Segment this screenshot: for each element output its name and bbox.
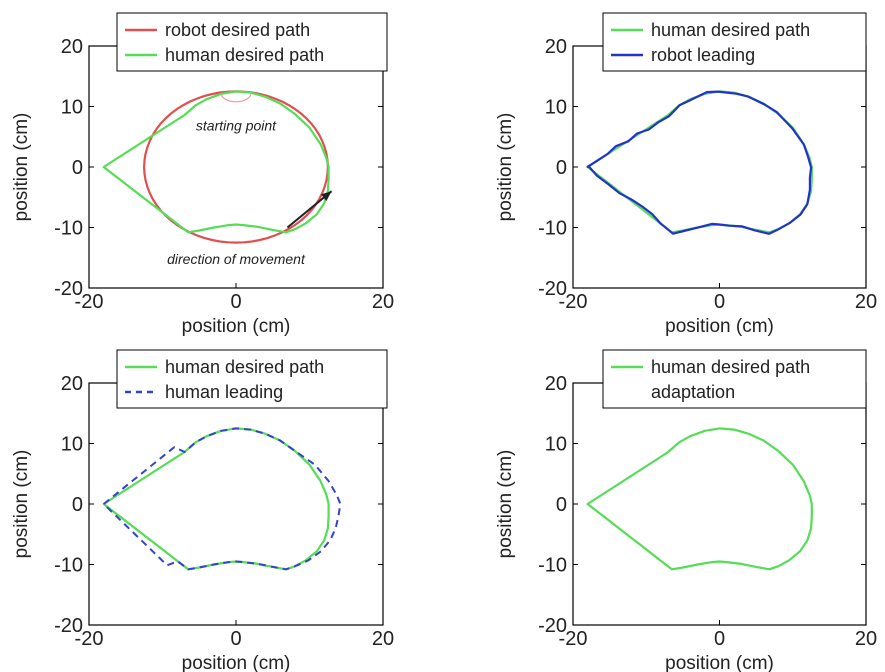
legend-label: human desired path [165,357,324,377]
x-axis-label: position (cm) [182,316,291,337]
x-tick-label: -20 [75,628,104,650]
y-tick-label: 0 [72,157,83,179]
x-axis-label: position (cm) [665,316,774,337]
x-tick-label: 0 [714,628,725,650]
direction-arrow-head [321,191,332,201]
y-tick-label: 10 [545,97,567,119]
plot-area-frame [572,45,867,289]
legend: human desired path robot leading [602,12,867,72]
annotation-direction-of-movement: direction of movement [167,251,306,267]
x-tick-label: 0 [230,628,241,650]
legend-frame [602,349,867,409]
plot-area-frame [88,382,384,626]
y-axis-label: position (cm) [11,450,32,559]
x-tick-label: 20 [855,628,877,650]
y-tick-label: 10 [61,434,83,456]
legend-label: human desired path [651,20,810,40]
y-axis-label: position (cm) [495,113,516,222]
x-tick-label: -20 [559,628,588,650]
y-tick-label: 0 [72,494,83,516]
x-tick-label: 20 [855,291,877,313]
plot-area-frame [572,382,867,626]
y-tick-label: -20 [54,615,83,637]
legend-frame [116,12,388,72]
y-tick-label: 20 [61,373,83,395]
legend: robot desired path human desired path [116,12,388,72]
y-tick-label: 20 [545,36,567,58]
y-tick-label: 20 [61,36,83,58]
y-tick-label: -20 [54,278,83,300]
series-line-adaptation [588,428,812,569]
y-tick-label: 0 [556,494,567,516]
chart-panel-3: -20 -10 0 10 20 -20 0 20 position (cm) position (… [11,349,394,672]
y-tick-label: -20 [538,615,567,637]
x-tick-label: 20 [372,628,394,650]
chart-panel-4: -20 -10 0 10 20 -20 0 20 position (cm) position (… [495,349,877,672]
legend-label: robot leading [651,45,755,65]
legend-frame [116,349,388,409]
y-tick-label: -10 [54,555,83,577]
y-tick-label: 0 [556,157,567,179]
legend-label: adaptation [651,382,735,402]
y-tick-label: 20 [545,373,567,395]
series-line-human-desired-path [102,427,330,571]
x-tick-label: -20 [75,291,104,313]
x-axis-label: position (cm) [665,653,774,672]
x-tick-label: 20 [372,291,394,313]
x-axis-label: position (cm) [182,653,291,672]
x-tick-label: -20 [559,291,588,313]
legend-label: human desired path [165,45,324,65]
series-line-human-desired-path [586,427,813,571]
starting-point-marker [220,93,252,103]
x-tick-label: 0 [714,291,725,313]
x-tick-label: 0 [230,291,241,313]
y-axis-label: position (cm) [11,113,32,222]
series-line-robot-leading [586,90,813,235]
annotation-starting-point: starting point [196,118,277,134]
legend-frame [602,12,867,72]
series-line-human-leading [102,427,342,571]
legend: human desired path adaptation [602,349,867,409]
y-tick-label: -10 [538,218,567,240]
y-tick-label: -10 [538,555,567,577]
y-tick-label: -10 [54,218,83,240]
legend-label: human leading [165,382,283,402]
legend: human desired path human leading [116,349,388,409]
chart-panel-1: -20 -10 0 10 20 -20 0 20 position (cm) position (… [11,12,394,337]
y-tick-label: 10 [545,434,567,456]
legend-label: robot desired path [165,20,310,40]
y-tick-label: 10 [61,97,83,119]
legend-label: human desired path [651,357,810,377]
series-line-human-desired-path [102,90,330,234]
y-tick-label: -20 [538,278,567,300]
y-axis-label: position (cm) [495,450,516,559]
chart-panel-2: -20 -10 0 10 20 -20 0 20 position (cm) position (… [495,12,877,337]
